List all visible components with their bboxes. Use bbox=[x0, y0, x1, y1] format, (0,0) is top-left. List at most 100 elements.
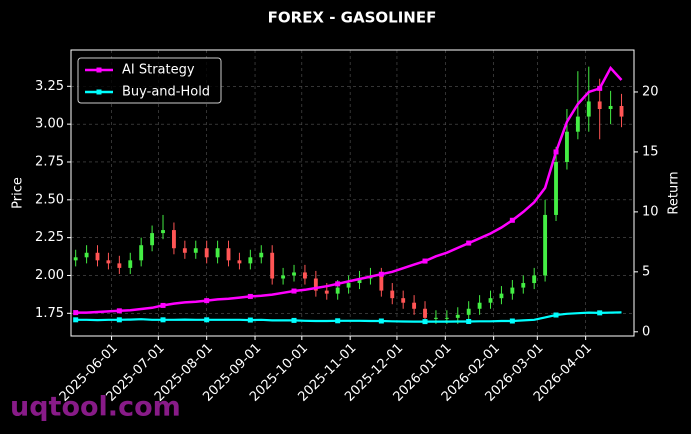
series-marker bbox=[553, 312, 559, 318]
candle-body bbox=[412, 302, 417, 309]
series-marker bbox=[247, 293, 253, 299]
candle-body bbox=[335, 287, 340, 294]
candle-body bbox=[619, 105, 624, 117]
plot-frame bbox=[70, 49, 635, 337]
candle-body bbox=[182, 248, 187, 253]
y2-tick-label: 5 bbox=[642, 264, 650, 279]
y2-tick-label: 10 bbox=[642, 204, 659, 219]
candle-body bbox=[259, 252, 264, 258]
candle-body bbox=[226, 248, 231, 261]
series-marker bbox=[73, 310, 79, 316]
candle-body bbox=[444, 317, 449, 319]
y2-tick-label: 20 bbox=[642, 84, 659, 99]
candle-body bbox=[292, 272, 296, 276]
y-tick-label: 1.75 bbox=[35, 306, 64, 321]
legend-label: Buy-and-Hold bbox=[122, 85, 210, 100]
series-marker bbox=[597, 310, 603, 316]
candle-body bbox=[128, 260, 133, 268]
series-marker bbox=[73, 317, 79, 323]
candle-body bbox=[488, 298, 493, 303]
candle-body bbox=[434, 317, 438, 319]
candle-body bbox=[565, 131, 569, 162]
candle-body bbox=[270, 252, 275, 279]
candle-body bbox=[554, 161, 558, 215]
candle-body bbox=[575, 116, 580, 132]
y-tick-label: 2.75 bbox=[35, 154, 64, 169]
candle-body bbox=[303, 272, 307, 279]
candle-body bbox=[390, 290, 395, 299]
candle-body bbox=[95, 252, 100, 261]
candle-body bbox=[313, 278, 318, 291]
candle-body bbox=[357, 278, 362, 284]
series-marker bbox=[422, 258, 428, 264]
candle-body bbox=[117, 263, 122, 268]
candle-body bbox=[171, 230, 176, 249]
candle-body bbox=[139, 245, 144, 261]
y-tick-label: 3.25 bbox=[35, 79, 64, 94]
candle-body bbox=[281, 275, 286, 279]
y2-axis-label: Return bbox=[667, 171, 682, 214]
series-marker bbox=[335, 318, 341, 324]
chart-title: FOREX - GASOLINEF bbox=[268, 9, 437, 27]
series-marker bbox=[204, 317, 210, 323]
series-marker bbox=[335, 281, 341, 287]
series-marker bbox=[247, 317, 253, 323]
candle-body bbox=[401, 298, 406, 303]
y-tick-label: 2.50 bbox=[35, 192, 64, 207]
candle-body bbox=[106, 260, 111, 264]
candle-body bbox=[423, 308, 427, 318]
series-marker bbox=[378, 318, 384, 324]
candle-body bbox=[608, 105, 613, 110]
y-tick-label: 2.00 bbox=[35, 268, 64, 283]
candle-body bbox=[193, 248, 198, 253]
candle-body bbox=[346, 283, 351, 288]
candle-body bbox=[150, 233, 155, 246]
candle-body bbox=[204, 248, 209, 258]
series-marker bbox=[422, 319, 428, 325]
series-marker bbox=[597, 85, 603, 91]
candle-body bbox=[466, 308, 471, 315]
candle-body bbox=[597, 101, 602, 110]
candle-body bbox=[499, 293, 504, 299]
candle-body bbox=[73, 257, 78, 261]
legend-marker bbox=[96, 89, 102, 95]
watermark: uqtool.com bbox=[10, 392, 181, 423]
candle-body bbox=[237, 260, 242, 264]
y2-tick-label: 15 bbox=[642, 144, 659, 159]
series-marker bbox=[116, 317, 122, 323]
legend-marker bbox=[96, 67, 102, 73]
candle-body bbox=[586, 101, 591, 117]
series-marker bbox=[509, 318, 515, 324]
y-tick-label: 2.25 bbox=[35, 230, 64, 245]
series-marker bbox=[466, 240, 472, 246]
legend-label: AI Strategy bbox=[122, 63, 195, 78]
candle-body bbox=[477, 302, 482, 309]
series-line bbox=[75, 65, 623, 314]
candle-body bbox=[532, 275, 537, 284]
series-marker bbox=[160, 302, 166, 308]
series-line bbox=[75, 311, 622, 323]
series-marker bbox=[116, 308, 122, 314]
series-marker bbox=[291, 288, 297, 294]
y-tick-label: 3.00 bbox=[35, 117, 64, 132]
candle-body bbox=[455, 314, 460, 318]
series-marker bbox=[378, 271, 384, 277]
candle-body bbox=[215, 248, 220, 258]
candle-body bbox=[161, 230, 165, 234]
candle-body bbox=[324, 290, 329, 294]
candle-body bbox=[379, 275, 384, 291]
candle-body bbox=[84, 252, 89, 258]
candle-body bbox=[521, 283, 526, 288]
series-marker bbox=[509, 217, 515, 223]
y-axis-label: Price bbox=[11, 177, 26, 209]
series-marker bbox=[466, 318, 472, 324]
candle-body bbox=[510, 287, 515, 294]
candle-body bbox=[543, 214, 548, 276]
series-marker bbox=[291, 317, 297, 323]
y2-tick-label: 0 bbox=[642, 324, 650, 339]
series-marker bbox=[553, 149, 559, 155]
candle-body bbox=[248, 257, 253, 264]
series-marker bbox=[204, 298, 210, 304]
series-marker bbox=[160, 317, 166, 323]
